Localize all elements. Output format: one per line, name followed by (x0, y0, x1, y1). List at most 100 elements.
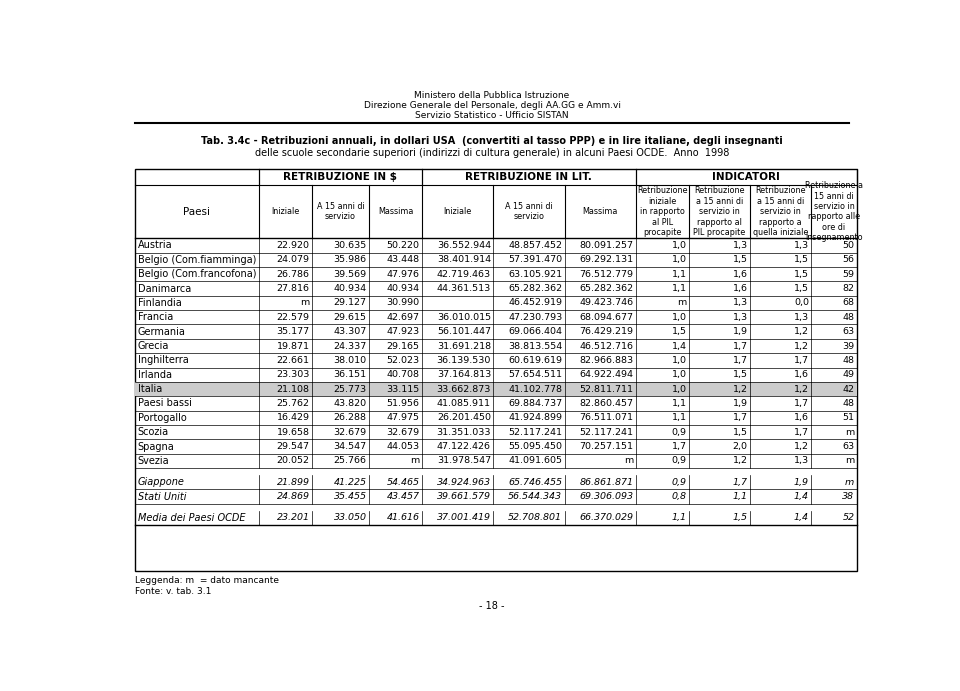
Text: Giappone: Giappone (138, 477, 184, 487)
Text: 82.966.883: 82.966.883 (580, 356, 634, 365)
Text: 47.230.793: 47.230.793 (508, 313, 563, 322)
Text: 76.511.071: 76.511.071 (580, 413, 634, 422)
Text: 41.085.911: 41.085.911 (437, 399, 491, 408)
Text: 1,3: 1,3 (794, 457, 809, 466)
Text: 82.860.457: 82.860.457 (580, 399, 634, 408)
Text: 48.857.452: 48.857.452 (508, 241, 563, 250)
Text: 86.861.871: 86.861.871 (580, 477, 634, 486)
Text: 44.361.513: 44.361.513 (437, 284, 491, 293)
Text: 33.050: 33.050 (334, 513, 367, 522)
Text: 0,9: 0,9 (671, 428, 686, 437)
Text: 49: 49 (842, 370, 854, 379)
Text: Francia: Francia (138, 312, 173, 322)
Text: 1,2: 1,2 (794, 327, 809, 336)
Text: 64.922.494: 64.922.494 (580, 370, 634, 379)
Text: 0,9: 0,9 (671, 457, 686, 466)
Text: 22.579: 22.579 (276, 313, 310, 322)
Text: 27.816: 27.816 (276, 284, 310, 293)
Text: Scozia: Scozia (138, 427, 169, 437)
Text: 38.401.914: 38.401.914 (437, 256, 491, 265)
Text: 49.423.746: 49.423.746 (580, 299, 634, 307)
Text: 24.079: 24.079 (276, 256, 310, 265)
Text: 1,5: 1,5 (794, 269, 809, 278)
Text: 52: 52 (842, 513, 854, 522)
Text: 51.956: 51.956 (387, 399, 420, 408)
Text: Svezia: Svezia (138, 456, 170, 466)
Text: 47.976: 47.976 (387, 269, 420, 278)
Text: 1,3: 1,3 (794, 313, 809, 322)
Text: 36.552.944: 36.552.944 (437, 241, 491, 250)
Text: 1,5: 1,5 (794, 284, 809, 293)
Text: 33.662.873: 33.662.873 (437, 385, 491, 394)
Text: 35.986: 35.986 (334, 256, 367, 265)
Text: 22.920: 22.920 (276, 241, 310, 250)
Text: 1,5: 1,5 (671, 327, 686, 336)
Text: Italia: Italia (138, 384, 162, 394)
Text: 34.547: 34.547 (334, 442, 367, 451)
Text: 1,0: 1,0 (671, 313, 686, 322)
Text: 1,0: 1,0 (671, 241, 686, 250)
Text: 1,7: 1,7 (794, 428, 809, 437)
Text: 16.429: 16.429 (276, 413, 310, 422)
Text: 0,8: 0,8 (671, 492, 686, 501)
Text: 35.455: 35.455 (334, 492, 367, 501)
Text: m: m (677, 299, 686, 307)
Text: 1,1: 1,1 (671, 413, 686, 422)
Text: INDICATORI: INDICATORI (712, 172, 780, 182)
Text: 37.164.813: 37.164.813 (437, 370, 491, 379)
Text: 1,3: 1,3 (732, 313, 748, 322)
Text: 1,5: 1,5 (732, 370, 748, 379)
Text: 1,5: 1,5 (794, 256, 809, 265)
Text: 24.337: 24.337 (333, 341, 367, 350)
Text: 46.452.919: 46.452.919 (508, 299, 563, 307)
Text: Media dei Paesi OCDE: Media dei Paesi OCDE (138, 513, 246, 523)
Text: 38.010: 38.010 (334, 356, 367, 365)
Text: 63: 63 (842, 327, 854, 336)
Text: 29.615: 29.615 (334, 313, 367, 322)
Text: 57.391.470: 57.391.470 (508, 256, 563, 265)
Text: 41.924.899: 41.924.899 (508, 413, 563, 422)
Text: 26.201.450: 26.201.450 (437, 413, 491, 422)
Text: 63: 63 (842, 442, 854, 451)
Text: 21.108: 21.108 (276, 385, 310, 394)
Text: Direzione Generale del Personale, degli AA.GG e Amm.vi: Direzione Generale del Personale, degli … (364, 101, 620, 110)
Text: 1,9: 1,9 (732, 399, 748, 408)
Text: 26.786: 26.786 (276, 269, 310, 278)
Text: Paesi: Paesi (183, 207, 210, 217)
Text: Paesi bassi: Paesi bassi (138, 399, 192, 408)
Text: m: m (845, 477, 854, 486)
Text: 19.871: 19.871 (276, 341, 310, 350)
Text: 41.616: 41.616 (387, 513, 420, 522)
Text: Retribuzione
a 15 anni di
servizio in
rapporto a
quella iniziale: Retribuzione a 15 anni di servizio in ra… (753, 187, 808, 237)
Bar (134, 382, 856, 397)
Text: 32.679: 32.679 (334, 428, 367, 437)
Text: Inghilterra: Inghilterra (138, 355, 188, 366)
Text: 80.091.257: 80.091.257 (580, 241, 634, 250)
Text: Spagna: Spagna (138, 442, 175, 452)
Text: 25.773: 25.773 (334, 385, 367, 394)
Text: 20.052: 20.052 (276, 457, 310, 466)
Text: Germania: Germania (138, 327, 185, 337)
Text: 1,7: 1,7 (732, 413, 748, 422)
Text: 33.115: 33.115 (386, 385, 420, 394)
Text: Massima: Massima (583, 207, 618, 216)
Text: 1,7: 1,7 (732, 341, 748, 350)
Text: 31.978.547: 31.978.547 (437, 457, 491, 466)
Text: 42: 42 (842, 385, 854, 394)
Text: 29.165: 29.165 (387, 341, 420, 350)
Text: delle scuole secondarie superiori (indirizzi di cultura generale) in alcuni Paes: delle scuole secondarie superiori (indir… (254, 148, 730, 158)
Text: 1,9: 1,9 (794, 477, 809, 486)
Text: 1,4: 1,4 (671, 341, 686, 350)
Text: 41.091.605: 41.091.605 (508, 457, 563, 466)
Text: 44.053: 44.053 (387, 442, 420, 451)
Text: 1,7: 1,7 (732, 356, 748, 365)
Text: 36.151: 36.151 (334, 370, 367, 379)
Text: 65.282.362: 65.282.362 (508, 284, 563, 293)
Text: 46.512.716: 46.512.716 (580, 341, 634, 350)
Text: Stati Uniti: Stati Uniti (138, 491, 186, 502)
Text: 31.691.218: 31.691.218 (437, 341, 491, 350)
Text: 1,3: 1,3 (732, 299, 748, 307)
Text: 1,9: 1,9 (732, 327, 748, 336)
Text: 1,7: 1,7 (671, 442, 686, 451)
Text: 68: 68 (842, 299, 854, 307)
